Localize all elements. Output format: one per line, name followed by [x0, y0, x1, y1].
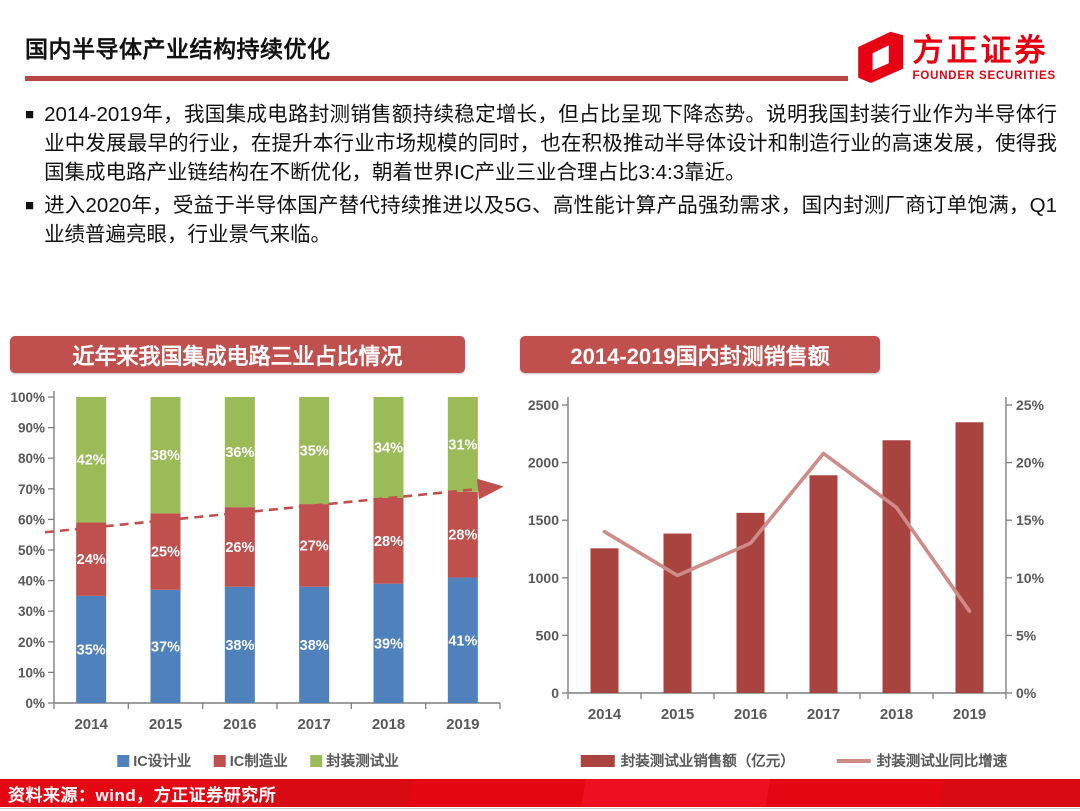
svg-text:30%: 30% — [18, 604, 45, 619]
svg-text:25%: 25% — [151, 545, 180, 561]
svg-text:2019: 2019 — [953, 706, 986, 723]
svg-text:31%: 31% — [448, 437, 477, 453]
logo-subtitle: FOUNDER SECURITIES — [912, 69, 1056, 82]
bullet-list: ■ 2014-2019年，我国集成电路封测销售额持续稳定增长，但占比呈现下降态势… — [25, 100, 1057, 253]
svg-text:2018: 2018 — [880, 706, 913, 723]
svg-text:34%: 34% — [374, 440, 403, 456]
svg-text:28%: 28% — [448, 528, 477, 544]
svg-text:24%: 24% — [77, 552, 106, 568]
growth-line — [602, 451, 972, 614]
svg-text:封装测试业: 封装测试业 — [326, 752, 399, 770]
svg-text:2016: 2016 — [223, 716, 256, 733]
bullet-square-icon: ■ — [25, 197, 35, 214]
title-underline — [25, 76, 848, 81]
svg-text:37%: 37% — [151, 639, 180, 655]
svg-text:38%: 38% — [151, 448, 180, 464]
right-chart-axes: 0 500 1000 1500 2000 2500 0% 5% 10% 15% 20% 25% 2014… — [528, 397, 1045, 723]
svg-text:封装测试业销售额（亿元）: 封装测试业销售额（亿元） — [621, 752, 795, 770]
svg-text:2015: 2015 — [149, 716, 182, 733]
svg-text:2017: 2017 — [807, 706, 840, 723]
svg-text:27%: 27% — [300, 538, 329, 554]
svg-text:15%: 15% — [1016, 512, 1045, 528]
founder-securities-logo: 方正证券 FOUNDER SECURITIES — [851, 26, 1056, 91]
svg-text:2018: 2018 — [372, 716, 405, 733]
svg-text:25%: 25% — [1016, 397, 1045, 413]
svg-text:2500: 2500 — [528, 397, 559, 413]
chart-sales-growth: 0 500 1000 1500 2000 2500 0% 5% 10% 15% 20% 25% 2014… — [518, 383, 1070, 775]
svg-text:60%: 60% — [18, 512, 45, 527]
left-chart-axes: 0% 10% 20% 30% 40% 50% 60% 70% 80% 90% 100% 2014 201… — [10, 390, 501, 733]
svg-text:1500: 1500 — [528, 512, 559, 528]
svg-text:10%: 10% — [18, 665, 45, 680]
svg-text:2000: 2000 — [528, 455, 559, 471]
svg-text:500: 500 — [536, 627, 560, 643]
svg-text:2016: 2016 — [734, 706, 767, 723]
svg-text:20%: 20% — [18, 635, 45, 650]
svg-text:40%: 40% — [18, 574, 45, 589]
left-chart-bars — [76, 397, 478, 703]
svg-text:80%: 80% — [18, 451, 45, 466]
svg-text:2019: 2019 — [446, 716, 479, 733]
svg-text:36%: 36% — [225, 445, 254, 461]
footer-source-bar: 资料来源：wind，方正证券研究所 — [0, 779, 1080, 807]
svg-text:封装测试业同比增速: 封装测试业同比增速 — [877, 752, 1008, 770]
svg-text:2014: 2014 — [74, 716, 108, 733]
bullet-item: ■ 2014-2019年，我国集成电路封测销售额持续稳定增长，但占比呈现下降态势… — [25, 100, 1057, 187]
svg-text:5%: 5% — [1016, 627, 1037, 643]
right-chart-legend: 封装测试业销售额（亿元） 封装测试业同比增速 — [580, 752, 1008, 770]
founder-logo-icon — [851, 26, 905, 91]
svg-text:0%: 0% — [25, 696, 45, 711]
svg-text:38%: 38% — [300, 638, 329, 654]
svg-text:IC设计业: IC设计业 — [133, 752, 191, 770]
right-chart-bars — [590, 422, 984, 693]
logo-name: 方正证券 — [912, 32, 1049, 68]
svg-text:2014: 2014 — [588, 706, 622, 723]
chart-left-title-banner: 近年来我国集成电路三业占比情况 — [10, 336, 465, 373]
svg-text:10%: 10% — [1016, 570, 1045, 586]
svg-text:41%: 41% — [448, 633, 477, 649]
page-title: 国内半导体产业结构持续优化 — [25, 36, 331, 62]
left-chart-data-labels: 35% 24% 42% 37% 25% 38% 38% 26% 36% 38% 27% 35% 39% 2… — [77, 437, 478, 658]
left-chart-legend: IC设计业 IC制造业 封装测试业 — [117, 752, 399, 770]
svg-text:35%: 35% — [77, 642, 106, 658]
chart-right-title-banner: 2014-2019国内封测销售额 — [520, 336, 880, 373]
svg-text:42%: 42% — [77, 453, 106, 469]
svg-text:0: 0 — [551, 685, 559, 701]
svg-text:35%: 35% — [300, 444, 329, 460]
bullet-square-icon: ■ — [25, 106, 35, 123]
chart-stacked-share: 0% 10% 20% 30% 40% 50% 60% 70% 80% 90% 100% 2014 201… — [8, 383, 508, 775]
svg-text:IC制造业: IC制造业 — [230, 752, 288, 770]
bullet-item: ■ 进入2020年，受益于半导体国产替代持续推进以及5G、高性能计算产品强劲需求… — [25, 191, 1057, 249]
svg-text:28%: 28% — [374, 534, 403, 550]
svg-text:2017: 2017 — [297, 716, 330, 733]
chart-left-svg: 0% 10% 20% 30% 40% 50% 60% 70% 80% 90% 100% 2014 201… — [10, 390, 504, 770]
svg-text:70%: 70% — [18, 482, 45, 497]
svg-text:38%: 38% — [225, 638, 254, 654]
svg-text:2015: 2015 — [661, 706, 694, 723]
svg-text:39%: 39% — [374, 636, 403, 652]
svg-text:100%: 100% — [10, 390, 45, 405]
svg-text:50%: 50% — [18, 543, 45, 558]
svg-text:20%: 20% — [1016, 455, 1045, 471]
svg-text:0%: 0% — [1016, 685, 1037, 701]
svg-text:26%: 26% — [225, 540, 254, 556]
chart-right-svg: 0 500 1000 1500 2000 2500 0% 5% 10% 15% 20% 25% 2014… — [528, 397, 1045, 770]
footer-source-text: 资料来源：wind，方正证券研究所 — [8, 785, 277, 805]
bullet-text: 进入2020年，受益于半导体国产替代持续推进以及5G、高性能计算产品强劲需求，国… — [44, 194, 1057, 246]
svg-text:90%: 90% — [18, 421, 45, 436]
trend-arrow — [44, 478, 504, 534]
bottom-border-line — [0, 808, 1080, 809]
bullet-text: 2014-2019年，我国集成电路封测销售额持续稳定增长，但占比呈现下降态势。说… — [44, 103, 1057, 184]
svg-text:1000: 1000 — [528, 570, 559, 586]
